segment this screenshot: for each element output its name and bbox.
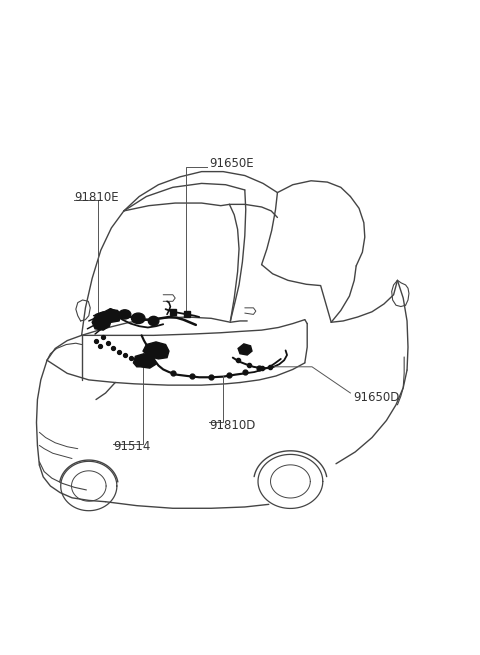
Polygon shape bbox=[238, 344, 252, 355]
Polygon shape bbox=[133, 354, 156, 368]
Text: 91514: 91514 bbox=[113, 440, 150, 453]
Text: 91810E: 91810E bbox=[74, 191, 119, 204]
Text: 91650E: 91650E bbox=[209, 157, 253, 170]
Text: 91810D: 91810D bbox=[209, 419, 255, 432]
Ellipse shape bbox=[132, 313, 145, 324]
Ellipse shape bbox=[119, 310, 131, 319]
Ellipse shape bbox=[148, 316, 159, 326]
Polygon shape bbox=[100, 309, 121, 322]
Text: 91650D: 91650D bbox=[353, 391, 399, 404]
Polygon shape bbox=[143, 342, 169, 359]
Polygon shape bbox=[92, 312, 111, 330]
